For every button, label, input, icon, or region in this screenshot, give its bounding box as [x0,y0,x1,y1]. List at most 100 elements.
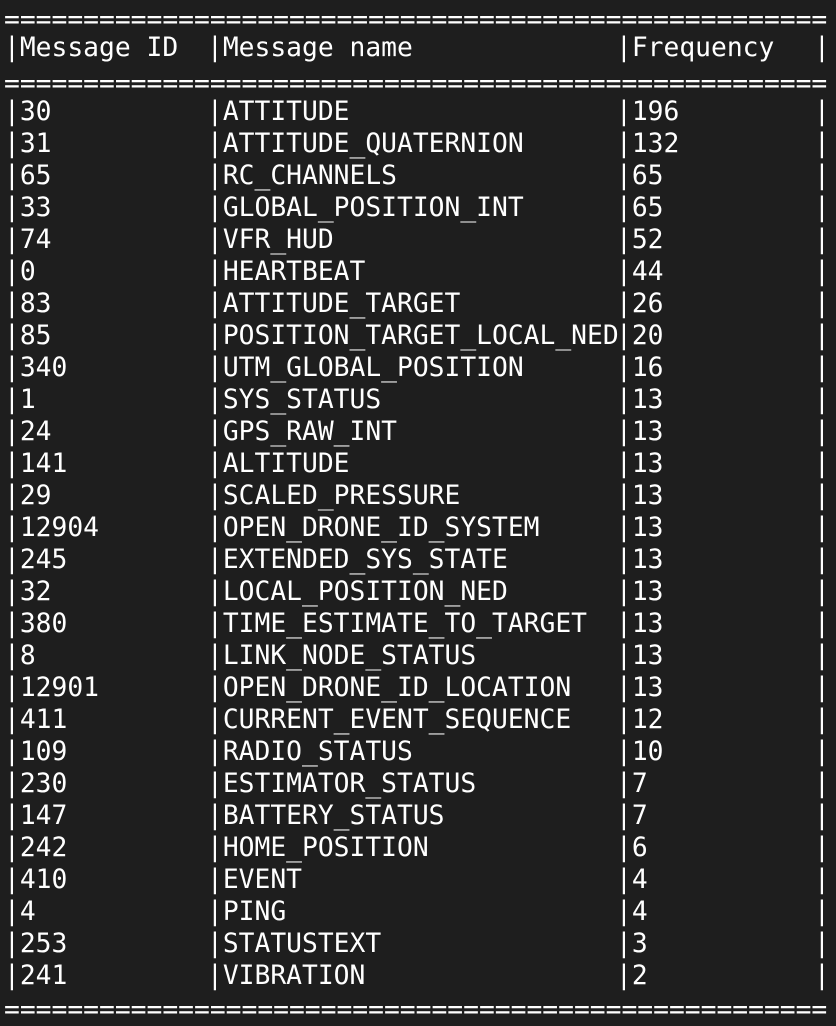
message-name-cell: |CURRENT_EVENT_SEQUENCE [207,705,572,735]
frequency-cell: |26 [616,289,664,319]
message-name-cell: |EXTENDED_SYS_STATE [207,545,508,575]
message-id-cell: |83 [4,289,52,319]
frequency-cell: |13 [616,577,664,607]
row-right-border: | [814,961,830,991]
message-id-cell: |4 [4,897,36,927]
message-id-cell: |411 [4,705,68,735]
frequency-cell: |10 [616,737,664,767]
row-right-border: | [814,481,830,511]
table-row: |83 |ATTITUDE_TARGET |26 | [4,288,836,320]
row-right-border: | [814,385,830,415]
message-name-cell: |ALTITUDE [207,449,350,479]
message-id-cell: |147 [4,801,68,831]
frequency-cell: |44 [616,257,664,287]
message-name-cell: |LOCAL_POSITION_NED [207,577,508,607]
row-right-border: | [814,129,830,159]
message-id-cell: |141 [4,449,68,479]
message-id-cell: |85 [4,321,52,351]
message-id-cell: |33 [4,193,52,223]
row-right-border: | [814,449,830,479]
message-name-cell: |VIBRATION [207,961,366,991]
message-id-cell: |29 [4,481,52,511]
message-name-cell: |RC_CHANNELS [207,161,397,191]
frequency-cell: |13 [616,609,664,639]
table-row: |410 |EVENT |4 | [4,864,836,896]
message-id-cell: |31 [4,129,52,159]
row-right-border: | [814,97,830,127]
table-row: |242 |HOME_POSITION |6 | [4,832,836,864]
message-id-cell: |12904 [4,513,100,543]
frequency-cell: |52 [616,225,664,255]
frequency-cell: |16 [616,353,664,383]
message-name-cell: |ESTIMATOR_STATUS [207,769,477,799]
table-row: |141 |ALTITUDE |13 | [4,448,836,480]
frequency-cell: |65 [616,161,664,191]
message-id-cell: |230 [4,769,68,799]
message-name-cell: |GPS_RAW_INT [207,417,397,447]
table-row: |31 |ATTITUDE_QUATERNION |132 | [4,128,836,160]
table-row: |147 |BATTERY_STATUS |7 | [4,800,836,832]
message-name-cell: |EVENT [207,865,303,895]
message-id-cell: |65 [4,161,52,191]
message-id-cell: |30 [4,97,52,127]
frequency-cell: |13 [616,449,664,479]
header-message-id: |Message ID [4,33,179,63]
frequency-cell: |13 [616,673,664,703]
row-right-border: | [814,289,830,319]
frequency-cell: |13 [616,417,664,447]
message-name-cell: |RADIO_STATUS [207,737,413,767]
table-row: |241 |VIBRATION |2 | [4,960,836,992]
table-row: |109 |RADIO_STATUS |10 | [4,736,836,768]
table-row: |12904 |OPEN_DRONE_ID_SYSTEM |13 | [4,512,836,544]
table-row: |24 |GPS_RAW_INT |13 | [4,416,836,448]
row-right-border: | [814,321,830,351]
frequency-cell: |20 [616,321,664,351]
message-name-cell: |OPEN_DRONE_ID_LOCATION [207,673,572,703]
table-row: |253 |STATUSTEXT |3 | [4,928,836,960]
row-right-border: | [814,801,830,831]
message-name-cell: |POSITION_TARGET_LOCAL_NED [207,321,619,351]
frequency-cell: |4 [616,897,648,927]
message-name-cell: |HOME_POSITION [207,833,429,863]
table-row: |33 |GLOBAL_POSITION_INT |65 | [4,192,836,224]
table-row: |245 |EXTENDED_SYS_STATE |13 | [4,544,836,576]
header-message-name: |Message name [207,33,413,63]
table-row: |12901 |OPEN_DRONE_ID_LOCATION |13 | [4,672,836,704]
row-right-border: | [814,737,830,767]
row-right-border: | [814,513,830,543]
message-id-cell: |340 [4,353,68,383]
header-right-border: | [814,33,830,63]
message-name-cell: |PING [207,897,287,927]
message-name-cell: |SCALED_PRESSURE [207,481,461,511]
message-id-cell: |0 [4,257,36,287]
frequency-cell: |13 [616,545,664,575]
frequency-cell: |13 [616,513,664,543]
message-id-cell: |380 [4,609,68,639]
row-right-border: | [814,641,830,671]
row-right-border: | [814,897,830,927]
header-frequency: |Frequency [616,33,775,63]
table-top-border: ========================================… [4,5,828,28]
frequency-cell: |4 [616,865,648,895]
row-right-border: | [814,609,830,639]
row-right-border: | [814,929,830,959]
message-name-cell: |TIME_ESTIMATE_TO_TARGET [207,609,587,639]
message-id-cell: |242 [4,833,68,863]
row-right-border: | [814,705,830,735]
table-row: |65 |RC_CHANNELS |65 | [4,160,836,192]
frequency-cell: |3 [616,929,648,959]
message-name-cell: |BATTERY_STATUS [207,801,445,831]
frequency-cell: |6 [616,833,648,863]
message-name-cell: |STATUSTEXT [207,929,382,959]
row-right-border: | [814,193,830,223]
message-name-cell: |OPEN_DRONE_ID_SYSTEM [207,513,540,543]
message-id-cell: |1 [4,385,36,415]
table-row: |230 |ESTIMATOR_STATUS |7 | [4,768,836,800]
table-row: |4 |PING |4 | [4,896,836,928]
message-id-cell: |241 [4,961,68,991]
row-right-border: | [814,161,830,191]
message-name-cell: |LINK_NODE_STATUS [207,641,477,671]
message-id-cell: |12901 [4,673,100,703]
message-name-cell: |ATTITUDE_TARGET [207,289,461,319]
frequency-cell: |132 [616,129,680,159]
